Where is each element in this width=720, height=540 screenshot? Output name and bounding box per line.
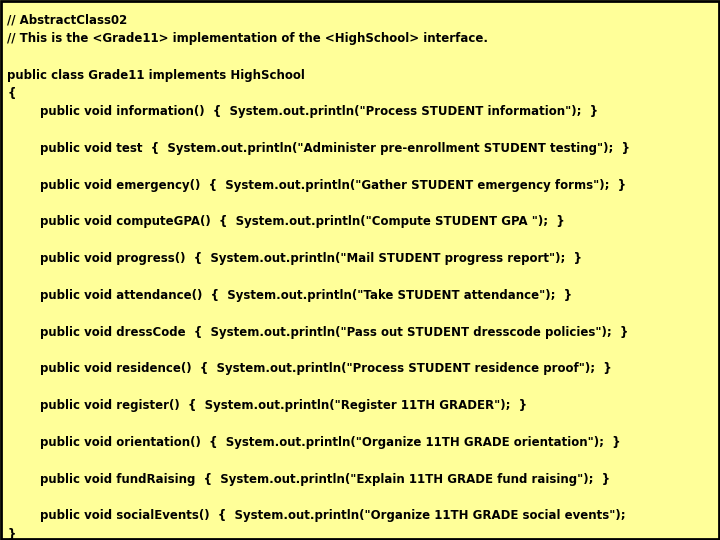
Text: public void emergency()  {  System.out.println("Gather STUDENT emergency forms"): public void emergency() { System.out.pri… (7, 179, 626, 192)
Text: public class Grade11 implements HighSchool: public class Grade11 implements HighScho… (7, 69, 305, 82)
Text: {: { (7, 87, 16, 100)
Text: public void test  {  System.out.println("Administer pre-enrollment STUDENT testi: public void test { System.out.println("A… (7, 142, 630, 155)
Text: public void fundRaising  {  System.out.println("Explain 11TH GRADE fund raising": public void fundRaising { System.out.pri… (7, 472, 611, 485)
Text: public void progress()  {  System.out.println("Mail STUDENT progress report");  : public void progress() { System.out.prin… (7, 252, 582, 265)
Text: // AbstractClass02: // AbstractClass02 (7, 14, 127, 26)
Text: public void residence()  {  System.out.println("Process STUDENT residence proof": public void residence() { System.out.pri… (7, 362, 612, 375)
Text: }: } (7, 528, 16, 540)
Text: public void attendance()  {  System.out.println("Take STUDENT attendance");  }: public void attendance() { System.out.pr… (7, 289, 572, 302)
Text: public void computeGPA()  {  System.out.println("Compute STUDENT GPA ");  }: public void computeGPA() { System.out.pr… (7, 215, 565, 228)
Text: public void register()  {  System.out.println("Register 11TH GRADER");  }: public void register() { System.out.prin… (7, 399, 527, 412)
Text: // This is the <Grade11> implementation of the <HighSchool> interface.: // This is the <Grade11> implementation … (7, 32, 488, 45)
Text: public void socialEvents()  {  System.out.println("Organize 11TH GRADE social ev: public void socialEvents() { System.out.… (7, 509, 626, 522)
Text: public void orientation()  {  System.out.println("Organize 11TH GRADE orientatio: public void orientation() { System.out.p… (7, 436, 621, 449)
Text: public void dressCode  {  System.out.println("Pass out STUDENT dresscode policie: public void dressCode { System.out.print… (7, 326, 629, 339)
Text: public void information()  {  System.out.println("Process STUDENT information");: public void information() { System.out.p… (7, 105, 598, 118)
